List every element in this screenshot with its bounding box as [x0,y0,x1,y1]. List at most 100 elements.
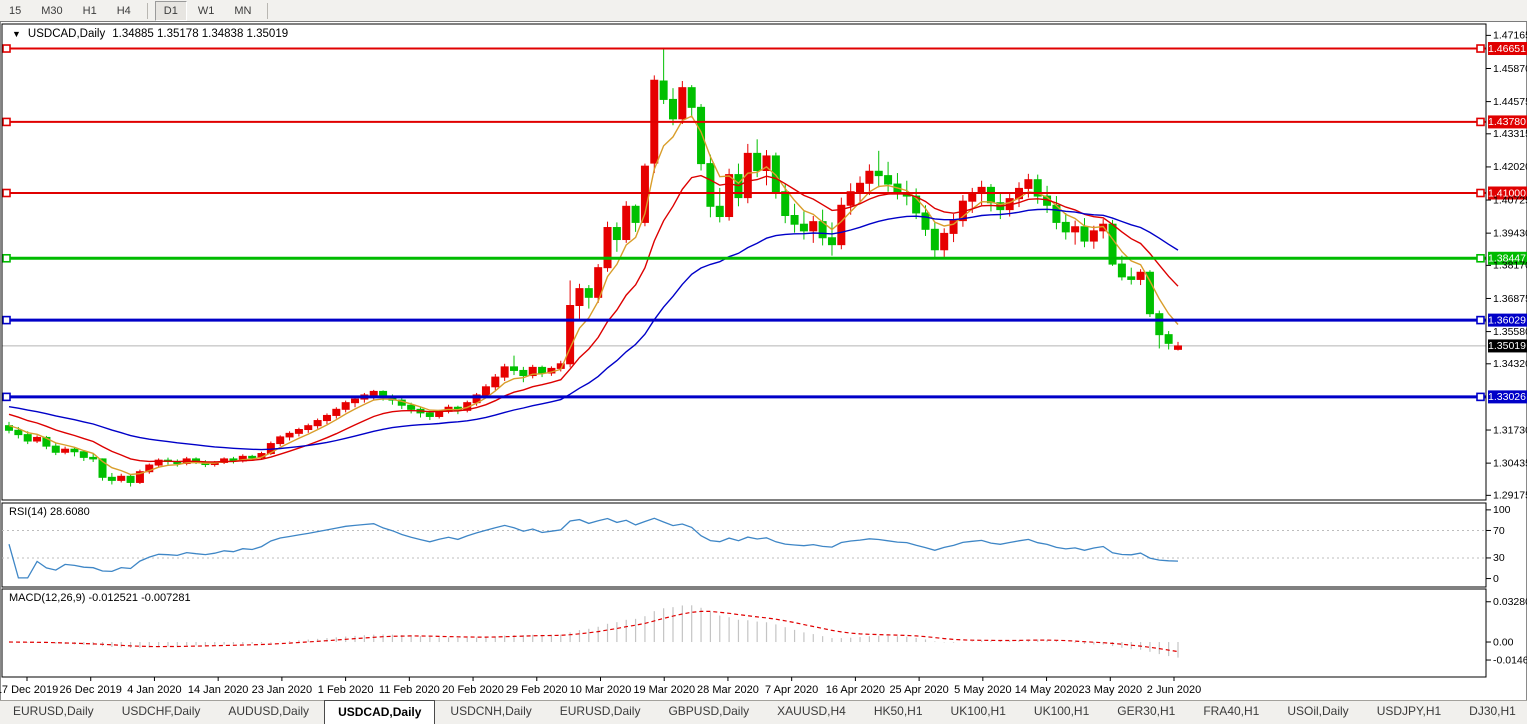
rsi-tick-label: 0 [1493,573,1499,585]
macd-tick-label: 0.032807 [1493,596,1527,608]
timeframe-button-m30[interactable]: M30 [41,4,63,17]
date-label: 25 Apr 2020 [889,684,948,696]
tab-hk50-h1[interactable]: HK50,H1 [873,704,923,718]
tab-usdjpy-h1[interactable]: USDJPY,H1 [1376,704,1442,718]
price-tag [1488,115,1527,129]
svg-text:1.41000: 1.41000 [1488,187,1526,199]
price-tick-label: 1.42020 [1493,161,1527,173]
rsi-tick-label: 100 [1493,504,1511,516]
tab-usdchf-daily[interactable]: USDCHF,Daily [121,704,201,718]
price-tick-label: 1.45870 [1493,63,1527,75]
date-label: 17 Dec 2019 [0,684,58,696]
date-label: 10 Mar 2020 [570,684,632,696]
price-tag [1488,339,1527,353]
tab-gbpusd-daily[interactable]: GBPUSD,Daily [668,704,750,718]
price-panel-border [1,23,1487,501]
hline-handle-right[interactable] [1476,253,1485,263]
macd-layer [8,605,1179,658]
tab-audusd-daily[interactable]: AUDUSD,Daily [228,704,310,718]
chart-tab-bar: EURUSD,Daily USDCHF,Daily AUDUSD,Daily USDC… [0,700,1527,724]
price-tag [1488,42,1527,56]
price-tick-label: 1.34320 [1493,358,1527,370]
svg-text:1.43780: 1.43780 [1488,116,1526,128]
tab-usdcnh-daily[interactable]: USDCNH,Daily [450,704,532,718]
price-tag [1488,186,1527,200]
date-label: 5 May 2020 [954,684,1011,696]
date-label: 11 Feb 2020 [379,684,440,696]
hline-handle-right[interactable] [1476,315,1485,325]
date-label: 14 Jan 2020 [188,684,249,696]
date-label: 7 Apr 2020 [765,684,818,696]
price-tick-label: 1.38170 [1493,260,1527,272]
price-tick-label: 1.35580 [1493,326,1527,338]
timeframe-button-h1[interactable]: H1 [82,4,97,17]
tab-uk100-h1[interactable]: UK100,H1 [1033,704,1090,718]
date-label: 4 Jan 2020 [127,684,181,696]
hline-handle-left[interactable] [2,117,11,127]
price-tick-label: 1.47165 [1493,30,1527,42]
date-label: 2 Jun 2020 [1147,684,1201,696]
timeframe-button-w1[interactable]: W1 [197,4,215,17]
date-label: 23 May 2020 [1078,684,1142,696]
price-tag [1488,390,1527,404]
tab-uk100-h1[interactable]: UK100,H1 [950,704,1006,718]
hline-handle-left[interactable] [2,392,11,402]
ma-line-fast [8,115,1179,476]
macd-tick-label: -0.014675 [1493,654,1527,666]
tab-usoil-daily[interactable]: USOil,Daily [1287,704,1349,718]
date-label: 26 Dec 2019 [60,684,122,696]
price-tick-label: 1.30435 [1493,457,1527,469]
rsi-line-layer [8,517,1179,579]
collapse-arrow-icon[interactable]: ▼ [12,29,21,39]
tab-dj30-h1[interactable]: DJ30,H1 [1469,704,1516,718]
timeframe-button-h4[interactable]: H4 [116,4,131,17]
svg-text:1.36029: 1.36029 [1488,314,1526,326]
date-label: 28 Mar 2020 [697,684,759,696]
hline-handle-right[interactable] [1476,44,1485,53]
timeframe-toolbar: 15 M30 H1 H4 D1 W1 MN [0,0,1527,22]
hline-handle-left[interactable] [2,253,11,263]
timeframe-button-15[interactable]: 15 [9,4,22,17]
hline-handle-right[interactable] [1476,188,1485,198]
ma-line-mid [8,174,1179,463]
tab-xauusd-h4[interactable]: XAUUSD,H4 [777,704,846,718]
hline-handle-left[interactable] [2,188,11,198]
tab-fra40-h1[interactable]: FRA40,H1 [1203,704,1260,718]
date-label: 29 Feb 2020 [506,684,568,696]
toolbar-separator [267,2,269,19]
chart-symbol-period: USDCAD,Daily [27,28,106,40]
ma-line-slow [8,208,1179,451]
svg-text:1.35019: 1.35019 [1488,340,1526,352]
date-label: 1 Feb 2020 [318,684,374,696]
price-tick-label: 1.43315 [1493,128,1527,140]
tab-usdcad-daily[interactable]: USDCAD,Daily [324,700,436,724]
tab-ger30-h1[interactable]: GER30,H1 [1117,704,1176,718]
macd-panel-border [1,588,1487,678]
tab-eurusd-daily[interactable]: EURUSD,Daily [13,704,94,718]
rsi-line [8,517,1179,579]
price-tick-label: 1.44575 [1493,96,1527,108]
chart-background [0,22,1527,700]
timeframe-button-d1[interactable]: D1 [154,0,187,21]
chart-title: ▼ USDCAD,Daily 1.34885 1.35178 1.34838 1… [12,28,288,40]
price-tick-label: 1.40725 [1493,194,1527,206]
moving-averages-layer [8,115,1179,476]
hline-handle-left[interactable] [2,315,11,325]
price-tag [1488,313,1527,327]
chart-ohlc-values: 1.34885 1.35178 1.34838 1.35019 [112,28,289,40]
rsi-indicator-label: RSI(14) 28.6080 [9,506,90,518]
price-tick-label: 1.31730 [1493,424,1527,436]
timeframe-button-mn[interactable]: MN [234,4,252,17]
hline-handle-right[interactable] [1476,392,1485,402]
date-label: 23 Jan 2020 [252,684,313,696]
tab-eurusd-daily[interactable]: EURUSD,Daily [559,704,641,718]
date-label: 20 Feb 2020 [442,684,504,696]
svg-text:1.33026: 1.33026 [1488,391,1526,403]
hline-handle-right[interactable] [1476,117,1485,127]
price-tick-label: 1.36875 [1493,293,1527,305]
svg-text:1.46651: 1.46651 [1488,43,1526,55]
toolbar-separator [146,2,148,19]
hline-handle-left[interactable] [2,44,11,53]
